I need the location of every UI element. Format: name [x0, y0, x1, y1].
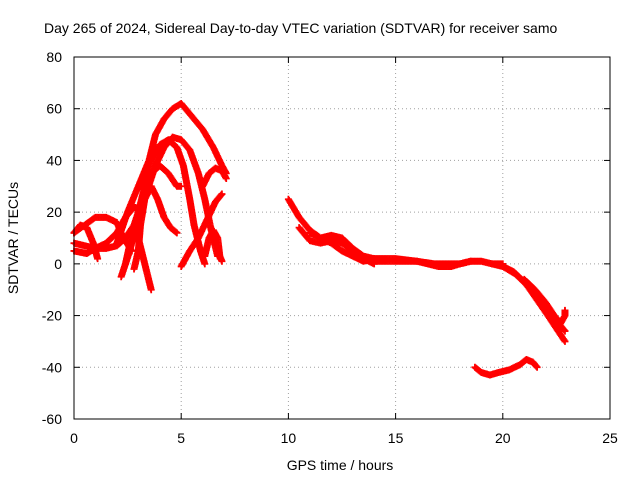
- series-arc-p: [370, 257, 475, 270]
- data-point: [561, 306, 569, 314]
- y-tick-label: 0: [54, 256, 62, 272]
- series-arc-q: [488, 260, 569, 335]
- data-point: [177, 182, 185, 190]
- y-tick-label: 20: [46, 204, 62, 220]
- data-point: [467, 257, 475, 265]
- series-arc-j: [177, 190, 226, 270]
- x-tick-label: 15: [388, 430, 404, 446]
- data-point: [218, 257, 226, 265]
- x-tick-label: 5: [177, 430, 185, 446]
- data-point: [217, 191, 225, 199]
- data-point: [201, 260, 209, 268]
- data-point: [94, 255, 102, 263]
- data-point: [173, 229, 181, 237]
- series-arc-i: [130, 182, 181, 273]
- data-point: [222, 175, 230, 183]
- data-point: [533, 363, 541, 371]
- data-point: [560, 326, 568, 334]
- y-axis-label: SDTVAR / TECUs: [5, 182, 21, 294]
- series-arc-s: [520, 275, 569, 327]
- chart-title: Day 265 of 2024, Sidereal Day-to-day VTE…: [44, 20, 557, 36]
- data-point: [561, 327, 569, 335]
- data-point: [218, 190, 226, 198]
- x-tick-label: 10: [281, 430, 297, 446]
- y-tick-label: -20: [42, 308, 62, 324]
- axis-ticks: 0 5 10 15 20 25 -60 -40 -20 0 20 40 60 80: [42, 49, 618, 446]
- grid: [74, 57, 610, 419]
- y-tick-label: 40: [46, 152, 62, 168]
- x-tick-label: 25: [602, 430, 618, 446]
- series-arc-k: [199, 164, 230, 190]
- series-arc-c: [70, 221, 102, 263]
- y-tick-label: -60: [42, 411, 62, 427]
- data-series: [70, 100, 569, 379]
- x-tick-label: 20: [495, 430, 511, 446]
- y-tick-label: 60: [46, 101, 62, 117]
- y-tick-label: 80: [46, 49, 62, 65]
- x-tick-label: 0: [70, 430, 78, 446]
- plot-frame: [73, 56, 611, 420]
- series-arc-l: [201, 226, 226, 265]
- data-point: [561, 337, 569, 345]
- y-tick-label: -40: [42, 359, 62, 375]
- series-arc-r: [499, 262, 569, 345]
- x-axis-label: GPS time / hours: [287, 457, 394, 473]
- series-arc-t: [471, 356, 541, 379]
